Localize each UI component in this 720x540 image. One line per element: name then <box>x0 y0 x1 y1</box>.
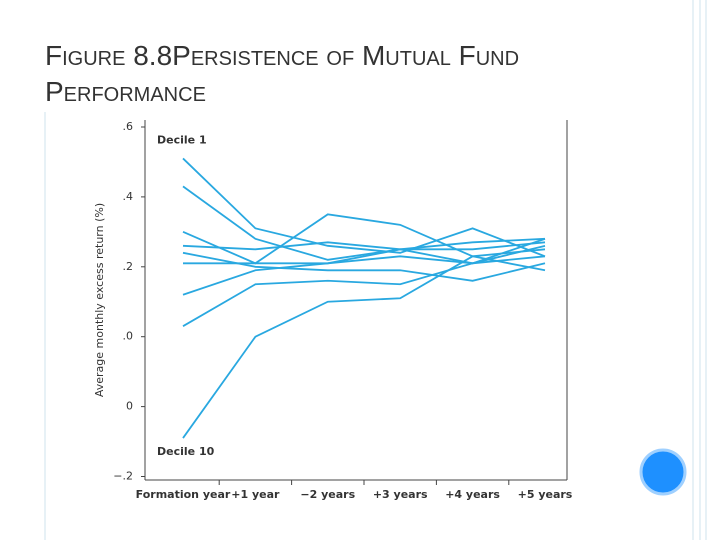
series-line <box>182 255 546 327</box>
series-line <box>182 241 546 251</box>
annotation: Decile 10 <box>157 445 215 458</box>
series-line <box>182 251 546 282</box>
y-tick-label: .4 <box>123 190 134 203</box>
x-tick-label: +4 years <box>445 488 500 501</box>
series-line <box>182 248 546 439</box>
x-tick-label: +3 years <box>373 488 428 501</box>
y-axis-label: Average monthly excess return (%) <box>93 203 106 397</box>
x-tick-label: Formation year <box>136 488 231 501</box>
y-tick-label: 0 <box>126 400 133 413</box>
series-line <box>182 185 546 265</box>
x-tick-label: +1 year <box>231 488 280 501</box>
slide-title: Figure 8.8Persistence of Mutual Fund Per… <box>45 40 520 107</box>
x-tick-label: −2 years <box>300 488 355 501</box>
y-tick-label: .0 <box>123 330 134 343</box>
y-tick-label: .6 <box>123 120 134 133</box>
x-tick-label: +5 years <box>518 488 573 501</box>
series-line <box>183 244 546 265</box>
series-line <box>182 237 546 296</box>
series-line <box>182 213 546 272</box>
y-tick-label: .2 <box>123 260 134 273</box>
y-tick-label: −.2 <box>113 470 133 483</box>
decor-circle <box>639 448 687 496</box>
series-line <box>182 157 546 258</box>
annotation: Decile 1 <box>157 133 207 146</box>
